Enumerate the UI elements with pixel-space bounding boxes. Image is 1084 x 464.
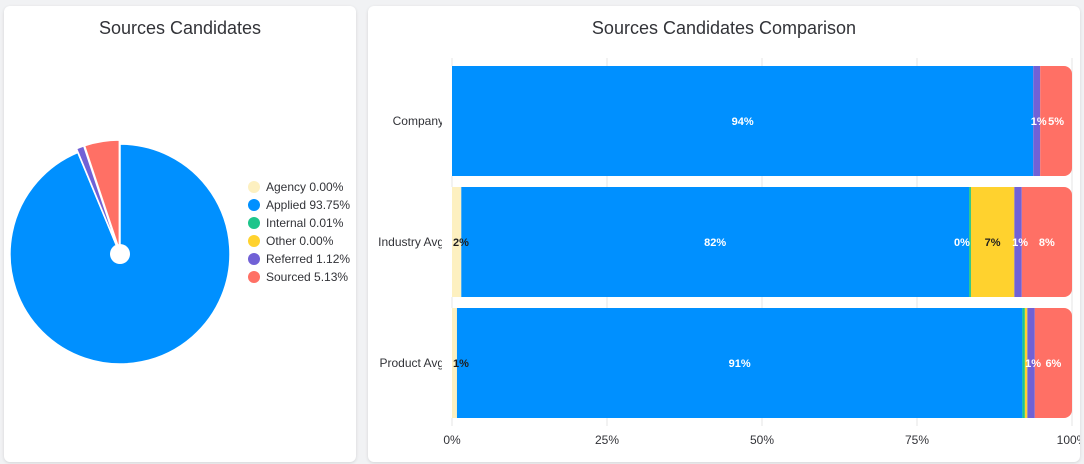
bar-segment-applied[interactable] (461, 187, 970, 297)
x-tick-label: 50% (750, 433, 774, 447)
data-label: 94% (732, 116, 754, 128)
legend-label: Sourced 5.13% (266, 270, 349, 284)
pie-chart-card: Sources Candidates Agency 0.00% Applied … (4, 6, 356, 462)
pie-slice-sourced[interactable] (83, 139, 121, 251)
category-label: Industry Avg (378, 235, 444, 249)
legend-swatch (248, 217, 260, 229)
category-label: Company (393, 114, 444, 128)
bar-segment-referred[interactable] (1027, 308, 1035, 418)
legend-item-agency[interactable]: Agency 0.00% (248, 179, 366, 195)
data-label: 5% (1048, 116, 1064, 128)
legend-swatch (248, 181, 260, 193)
bar-chart-card: Sources Candidates Comparison 0% 25% 50% 75… (368, 6, 1080, 462)
pie-chart-title: Sources Candidates (98, 18, 262, 38)
legend-item-applied[interactable]: Applied 93.75% (248, 197, 366, 213)
legend-label: Internal 0.01% (266, 216, 344, 230)
data-label: 91% (729, 358, 751, 370)
legend-label: Other 0.00% (266, 234, 334, 248)
pie-chart (9, 139, 231, 365)
bar-row-company (444, 66, 1072, 176)
bar-left-edge (442, 187, 452, 297)
bar-row-industry-avg (444, 187, 1072, 297)
pie-center-hole (110, 244, 130, 264)
legend-swatch (248, 271, 260, 283)
data-label: 7% (985, 237, 1001, 249)
legend-item-referred[interactable]: Referred 1.12% (248, 251, 366, 267)
legend-item-sourced[interactable]: Sourced 5.13% (248, 269, 366, 285)
legend-item-other[interactable]: Other 0.00% (248, 233, 366, 249)
x-tick-label: 0% (443, 433, 461, 447)
category-label: Product Avg (380, 356, 445, 370)
bar-segment-other[interactable] (970, 187, 1015, 297)
legend-item-internal[interactable]: Internal 0.01% (248, 215, 366, 231)
data-label: 8% (1039, 237, 1055, 249)
data-label: 2% (453, 237, 469, 249)
bar-row-product-avg (444, 308, 1072, 418)
legend-swatch (248, 253, 260, 265)
pie-legend: Agency 0.00% Applied 93.75% Internal 0.0… (248, 179, 366, 287)
data-label: 1% (453, 358, 469, 370)
bar-left-edge (442, 308, 452, 418)
bar-segment-internal[interactable] (969, 187, 971, 297)
data-label: 1% (1031, 116, 1047, 128)
data-label: 1% (1012, 237, 1028, 249)
legend-label: Agency 0.00% (266, 180, 344, 194)
legend-label: Referred 1.12% (266, 252, 351, 266)
legend-swatch (248, 235, 260, 247)
bar-segment-sourced[interactable] (1034, 308, 1072, 418)
bar-left-edge (442, 66, 452, 176)
x-tick-label: 25% (595, 433, 619, 447)
pie-slice-referred[interactable] (75, 144, 120, 251)
x-tick-label: 75% (905, 433, 929, 447)
bar-segment-referred[interactable] (1033, 66, 1041, 176)
bar-segment-internal[interactable] (1022, 308, 1025, 418)
data-label: 6% (1045, 358, 1061, 370)
bar-chart-title: Sources Candidates Comparison (591, 18, 857, 38)
data-label: 82% (704, 237, 726, 249)
bar-segment-referred[interactable] (1014, 187, 1022, 297)
bar-segment-sourced[interactable] (1040, 66, 1072, 176)
bar-segment-sourced[interactable] (1021, 187, 1072, 297)
bar-segment-other[interactable] (1024, 308, 1028, 418)
data-label: 1% (1025, 358, 1041, 370)
bar-segment-applied[interactable] (456, 308, 1023, 418)
x-tick-label: 100% (1057, 433, 1080, 447)
bar-segment-applied[interactable] (444, 66, 1034, 176)
legend-label: Applied 93.75% (266, 198, 351, 212)
data-label: 0% (954, 237, 970, 249)
legend-swatch (248, 199, 260, 211)
